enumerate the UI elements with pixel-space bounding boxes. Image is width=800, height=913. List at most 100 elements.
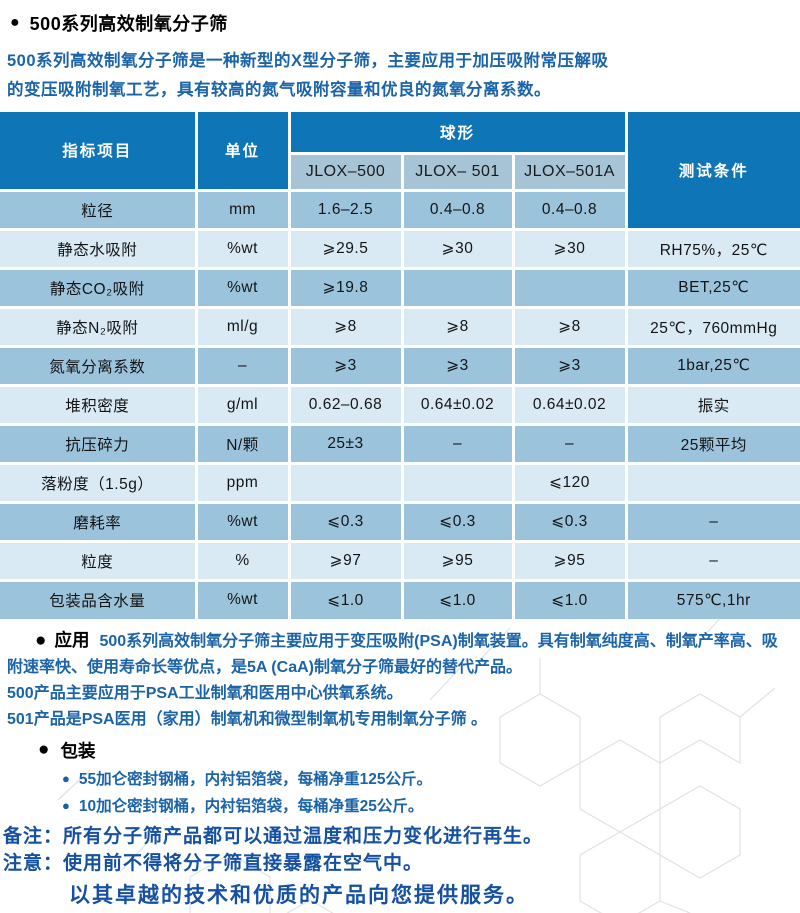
table-row: 抗压碎力 N/颗 25±3 – – 25颗平均 (0, 422, 800, 465)
cell-jlox501a: ⩾95 (511, 539, 628, 582)
cell-item: 磨耗率 (0, 500, 198, 543)
cell-jlox501: ⩾3 (400, 344, 515, 387)
cell-jlox500: ⩾97 (287, 539, 404, 582)
application-section: ● 应用 500系列高效制氧分子筛主要应用于变压吸附(PSA)制氧装置。具有制氧纯度… (7, 627, 792, 733)
cell-condition: – (624, 539, 800, 582)
cell-unit: %wt (194, 227, 291, 270)
cell-jlox501a: ⩽1.0 (511, 578, 628, 621)
cell-item: 氮氧分离系数 (0, 344, 198, 387)
cell-jlox500: ⩾8 (287, 305, 404, 348)
application-text: 500系列高效制氧分子筛主要应用于变压吸附(PSA)制氧装置。具有制氧纯度高、制… (7, 633, 778, 676)
remark-line: 备注：所有分子筛产品都可以通过温度和压力变化进行再生。 (3, 823, 800, 850)
cell-unit: ml/g (194, 305, 291, 348)
table-header-row-1: 指标项目 单位 球形 测试条件 (0, 110, 800, 231)
column-header-jlox501a: JLOX–501A (511, 151, 628, 192)
table-row: 磨耗率 %wt ⩽0.3 ⩽0.3 ⩽0.3 – (0, 500, 800, 543)
cell-item: 包装品含水量 (0, 578, 198, 621)
cell-condition: 1bar,25℃ (624, 344, 800, 387)
cell-jlox500 (287, 461, 404, 504)
cell-jlox501: ⩾30 (400, 227, 515, 270)
cell-item: 抗压碎力 (0, 422, 198, 465)
cell-jlox500: ⩽0.3 (287, 500, 404, 543)
packaging-item-text: 10加仑密封钢桶，内衬铝箔袋，每桶净重25公斤。 (78, 798, 424, 815)
cell-unit: %wt (194, 266, 291, 309)
table-row: 堆积密度 g/ml 0.62–0.68 0.64±0.02 0.64±0.02 … (0, 383, 800, 426)
cell-unit: %wt (194, 500, 291, 543)
cell-item: 静态水吸附 (0, 227, 198, 270)
caution-label: 注意： (3, 853, 64, 874)
cell-condition: BET,25℃ (624, 266, 800, 309)
bullet-icon: ● (10, 14, 20, 31)
caution-text: 使用前不得将分子筛直接暴露在空气中。 (63, 853, 424, 874)
cell-jlox501a: – (511, 422, 628, 465)
cell-jlox501a: 0.4–0.8 (511, 188, 628, 231)
cell-jlox501: 0.64±0.02 (400, 383, 515, 426)
cell-jlox501a: ⩾3 (511, 344, 628, 387)
intro-paragraph: 500系列高效制氧分子筛是一种新型的X型分子筛，主要应用于加压吸附常压解吸 的变… (7, 47, 794, 105)
bullet-icon: ● (62, 770, 70, 786)
cell-jlox501a: 0.64±0.02 (511, 383, 628, 426)
packaging-item-text: 55加仑密封钢桶，内衬铝箔袋，每桶净重125公斤。 (78, 771, 432, 788)
cell-jlox501: – (400, 422, 515, 465)
remark-text: 所有分子筛产品都可以通过温度和压力变化进行再生。 (63, 826, 544, 847)
cell-jlox501a: ⩽0.3 (511, 500, 628, 543)
column-header-item: 指标项目 (0, 110, 198, 192)
cell-condition: RH75%，25℃ (624, 227, 800, 270)
cell-condition (624, 461, 800, 504)
table-row: 落粉度（1.5g） ppm ⩽120 (0, 461, 800, 504)
cell-unit: % (194, 539, 291, 582)
bullet-icon: ● (62, 797, 70, 813)
intro-line-2: 的变压吸附制氧工艺，具有较高的氮气吸附容量和优良的氮氧分离系数。 (7, 81, 551, 99)
cell-jlox501: 0.4–0.8 (400, 188, 515, 231)
cell-jlox501 (400, 461, 515, 504)
caution-line: 注意：使用前不得将分子筛直接暴露在空气中。 (3, 850, 800, 877)
cell-condition: – (624, 500, 800, 543)
cell-jlox501a: ⩾30 (511, 227, 628, 270)
cell-condition: 25颗平均 (624, 422, 800, 465)
cell-condition: 振实 (624, 383, 800, 426)
cell-item: 粒径 (0, 188, 198, 231)
intro-line-1: 500系列高效制氧分子筛是一种新型的X型分子筛，主要应用于加压吸附常压解吸 (7, 52, 609, 70)
section-bullet-icon: ● (38, 739, 50, 760)
remark-label: 备注： (3, 826, 64, 847)
column-header-shape: 球形 (287, 110, 628, 155)
table-row: 静态水吸附 %wt ⩾29.5 ⩾30 ⩾30 RH75%，25℃ (0, 227, 800, 270)
cell-jlox500: ⩽1.0 (287, 578, 404, 621)
cell-jlox501a (511, 266, 628, 309)
hexagon-watermark (57, 607, 776, 913)
table-row: 包装品含水量 %wt ⩽1.0 ⩽1.0 ⩽1.0 575℃,1hr (0, 578, 800, 621)
column-header-jlox501: JLOX– 501 (400, 151, 515, 192)
cell-unit: ppm (194, 461, 291, 504)
cell-jlox501a: ⩾8 (511, 305, 628, 348)
cell-unit: g/ml (194, 383, 291, 426)
cell-condition: 575℃,1hr (624, 578, 800, 621)
cell-jlox501: ⩾8 (400, 305, 515, 348)
slogan-line: 以其卓越的技术和优质的产品向您提供服务。 (69, 884, 529, 907)
cell-jlox501a: ⩽120 (511, 461, 628, 504)
cell-jlox501 (400, 266, 515, 309)
column-header-jlox500: JLOX–500 (287, 151, 404, 192)
table-header-row-2: JLOX–500 JLOX– 501 JLOX–501A (0, 151, 800, 192)
cell-item: 静态N₂吸附 (0, 305, 198, 348)
application-line-3: 500产品主要应用于PSA工业制氧和医用中心供氧系统。 (7, 685, 403, 702)
cell-jlox500: 1.6–2.5 (287, 188, 404, 231)
footer-notes: 备注：所有分子筛产品都可以通过温度和压力变化进行再生。 注意：使用前不得将分子筛… (3, 823, 800, 909)
application-label: 应用 (54, 630, 90, 650)
cell-unit: – (194, 344, 291, 387)
page-title: 500系列高效制氧分子筛 (29, 14, 228, 34)
cell-jlox500: ⩾19.8 (287, 266, 404, 309)
list-item: ● 10加仑密封钢桶，内衬铝箔袋，每桶净重25公斤。 (62, 795, 800, 815)
cell-condition: 25℃，760mmHg (624, 305, 800, 348)
table-row: 粒径 mm 1.6–2.5 0.4–0.8 0.4–0.8 (0, 188, 800, 231)
list-item: ● 55加仑密封钢桶，内衬铝箔袋，每桶净重125公斤。 (62, 768, 800, 788)
cell-jlox501: ⩾95 (400, 539, 515, 582)
cell-unit: mm (194, 188, 291, 231)
cell-unit: %wt (194, 578, 291, 621)
cell-jlox501: ⩽1.0 (400, 578, 515, 621)
packaging-label: 包装 (60, 740, 96, 761)
packaging-heading: ● 包装 (38, 739, 800, 761)
cell-item: 堆积密度 (0, 383, 198, 426)
cell-jlox501: ⩽0.3 (400, 500, 515, 543)
cell-jlox500: ⩾29.5 (287, 227, 404, 270)
